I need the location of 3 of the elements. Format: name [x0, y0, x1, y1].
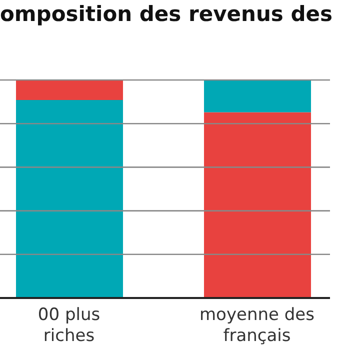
chart-title: omposition des revenus des [0, 2, 332, 26]
x-tick-label: 00 plus riches [38, 305, 100, 346]
x-tick-label: moyenne des français [200, 305, 315, 346]
